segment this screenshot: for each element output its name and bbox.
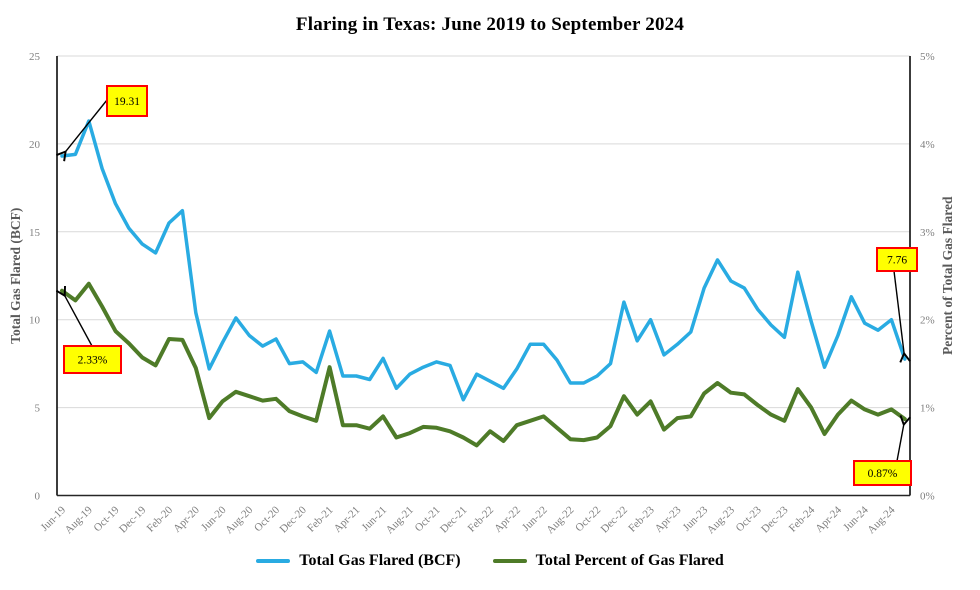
legend-label: Total Gas Flared (BCF) (299, 552, 461, 569)
x-axis-tick-label: Aug-23 (705, 504, 738, 537)
x-axis-tick-label: Dec-23 (759, 504, 791, 536)
right-axis-title: Percent of Total Gas Flared (940, 196, 955, 355)
y-axis-tick-label: 0 (35, 491, 41, 503)
x-axis-tick-label: Oct-20 (252, 504, 282, 534)
data-series-lines (60, 119, 907, 448)
legend-item-gas-flared: Total Gas Flared (BCF) (256, 552, 461, 570)
y-axis-tick-label: 5 (35, 403, 41, 415)
annotation-value: 2.33% (78, 355, 108, 367)
x-axis-tick-label: Apr-21 (332, 504, 363, 535)
annotation-arrow (65, 99, 108, 152)
x-axis-tick-label: Aug-21 (384, 504, 416, 536)
annotation-box (853, 460, 912, 486)
annotation-value: 19.31 (114, 96, 140, 108)
x-axis-tick-label: Feb-24 (787, 504, 818, 535)
annotation-box (63, 345, 122, 374)
x-axis-tick-label: Dec-19 (117, 504, 149, 536)
left-axis-tick-labels: 0 5 10 15 20 25 (29, 51, 41, 503)
x-axis-tick-label: Aug-20 (223, 504, 256, 537)
legend-swatch-green (492, 559, 527, 563)
axis-lines (56, 56, 911, 497)
annotation-value: 7.76 (887, 255, 907, 267)
annotation-box (876, 247, 918, 272)
x-axis-tick-label: Apr-22 (492, 504, 523, 535)
x-axis-tick-label: Aug-22 (544, 504, 576, 536)
right-axis-tick-label: 5% (920, 51, 935, 63)
annotation-callouts: 19.31 2.33% 7.76 0.87% (63, 85, 918, 486)
annotation-box (106, 85, 148, 117)
x-axis-tick-label: Oct-21 (413, 504, 443, 534)
right-axis-tick-label: 3% (920, 227, 935, 239)
right-axis-tick-labels: 0% 1% 2% 3% 4% 5% (920, 51, 935, 503)
right-axis-tick-label: 4% (920, 139, 935, 151)
gas-flared-line (60, 119, 907, 402)
y-axis-tick-label: 20 (29, 139, 41, 151)
gridlines (57, 55, 910, 409)
annotation-arrow (896, 424, 904, 462)
x-axis-tick-label: Dec-20 (278, 504, 310, 536)
x-axis-tick-label: Feb-21 (305, 504, 336, 535)
legend-swatch-blue (256, 559, 291, 563)
percent-flared-line (60, 281, 907, 448)
x-axis-tick-label: Oct-23 (734, 504, 764, 534)
y-axis-tick-label: 15 (29, 227, 41, 239)
chart-legend: Total Gas Flared (BCF) Total Percent of … (0, 552, 980, 570)
x-axis-tick-label: Oct-22 (573, 504, 603, 534)
x-axis-tick-label: Apr-23 (653, 504, 684, 535)
x-axis-tick-labels: Jun-19Aug-19Oct-19Dec-19Feb-20Apr-20Jun-… (38, 504, 897, 537)
x-axis-tick-label: Dec-21 (438, 504, 469, 535)
x-axis-tick-label: Aug-24 (865, 504, 898, 537)
x-axis-tick-label: Apr-24 (813, 504, 844, 535)
x-axis-tick-label: Aug-19 (63, 504, 96, 537)
chart-title: Flaring in Texas: June 2019 to September… (295, 14, 685, 35)
annotation-value: 0.87% (868, 468, 898, 480)
y-axis-tick-label: 10 (29, 315, 41, 327)
annotation-arrow (893, 270, 904, 354)
legend-label: Total Percent of Gas Flared (535, 552, 724, 569)
x-axis-tick-label: Dec-22 (599, 504, 630, 535)
x-axis-tick-label: Feb-23 (626, 504, 657, 535)
x-axis-tick-label: Feb-20 (145, 504, 176, 535)
right-axis-tick-label: 1% (920, 403, 935, 415)
x-axis-tick-label: Oct-19 (92, 504, 122, 534)
right-axis-tick-label: 2% (920, 315, 935, 327)
annotation-arrow (64, 295, 93, 347)
x-axis-tick-label: Apr-20 (171, 504, 202, 535)
left-axis-title: Total Gas Flared (BCF) (8, 208, 23, 344)
right-axis-tick-label: 0% (920, 491, 935, 503)
y-axis-tick-label: 25 (29, 51, 41, 63)
legend-item-percent-flared: Total Percent of Gas Flared (492, 552, 724, 570)
x-axis-tick-label: Feb-22 (466, 504, 497, 535)
axis-titles: Total Gas Flared (BCF) Percent of Total G… (8, 196, 955, 355)
